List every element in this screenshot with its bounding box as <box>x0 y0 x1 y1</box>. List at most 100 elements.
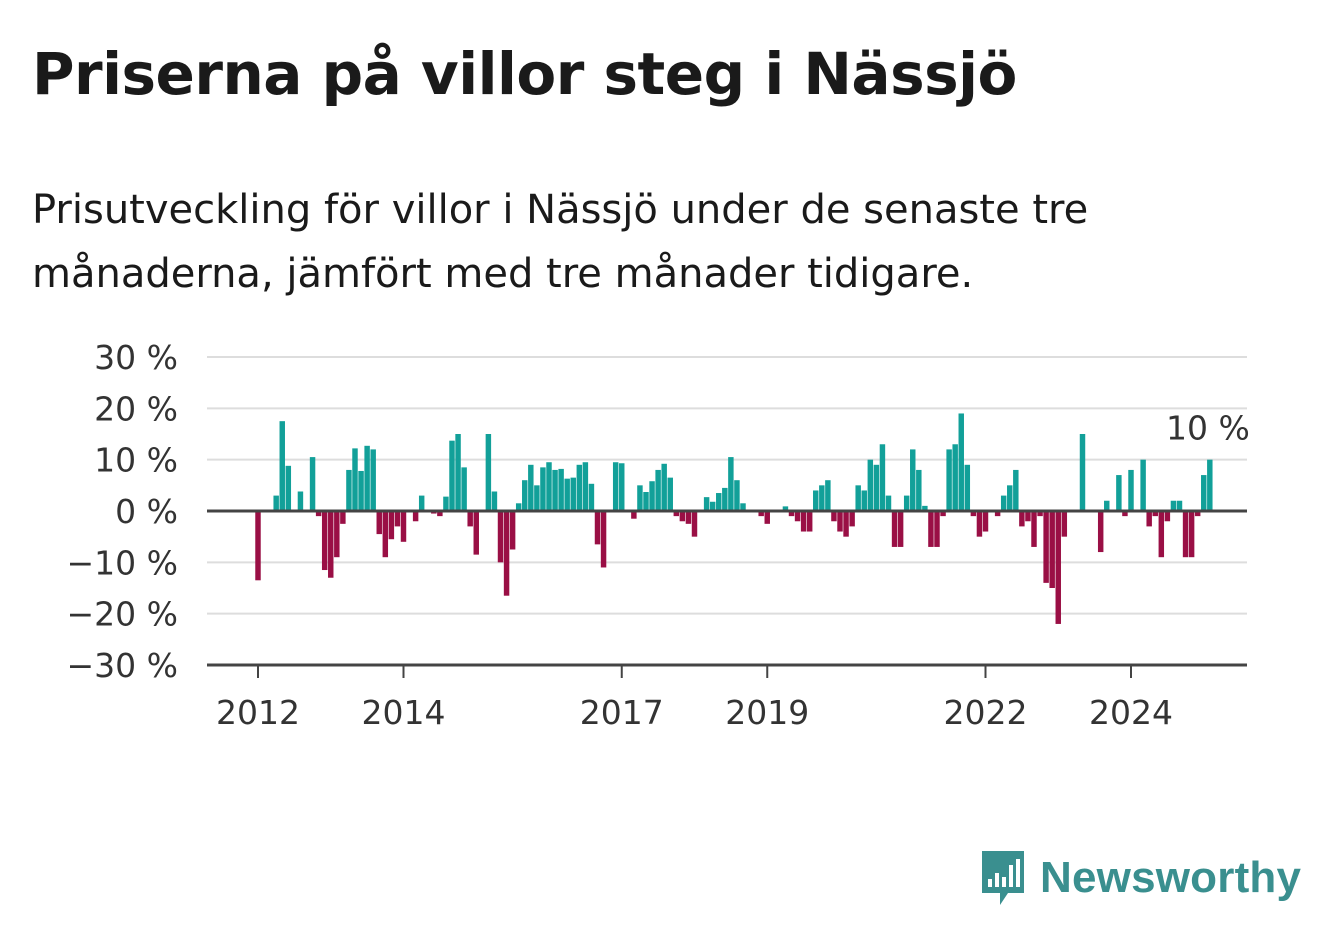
bar <box>928 511 934 547</box>
bar-series <box>255 413 1213 624</box>
bar <box>588 483 595 511</box>
bar <box>467 511 473 527</box>
bar <box>661 463 667 511</box>
bar <box>297 491 304 511</box>
axes <box>207 509 1247 678</box>
bar <box>455 434 461 511</box>
y-tick-label: 0 % <box>115 492 178 531</box>
bar <box>546 462 552 511</box>
bar <box>497 511 504 563</box>
bar <box>358 470 364 511</box>
bar <box>891 511 898 547</box>
bar <box>722 487 728 511</box>
bar <box>1049 511 1055 588</box>
x-tick-label: 2014 <box>362 693 446 730</box>
bar <box>1025 511 1031 522</box>
bar <box>837 511 843 532</box>
bar <box>552 469 558 511</box>
bar <box>255 511 261 581</box>
bar <box>285 465 292 511</box>
bar <box>491 491 498 511</box>
bar <box>564 478 570 511</box>
bar <box>1122 511 1128 517</box>
bar <box>340 511 346 524</box>
bar <box>691 511 698 537</box>
bar <box>437 511 443 517</box>
bar <box>394 511 401 527</box>
bar <box>734 480 740 511</box>
bar <box>1170 500 1177 511</box>
bar <box>1037 511 1043 517</box>
bar <box>273 495 279 511</box>
y-tick-label: −10 % <box>67 543 179 582</box>
bar <box>558 468 564 511</box>
bar <box>934 511 940 547</box>
bar <box>1146 511 1152 527</box>
bar <box>643 492 649 511</box>
chart-title: Priserna på villor steg i Nässjö <box>32 40 1017 108</box>
bar <box>976 511 983 537</box>
x-tick-label: 2012 <box>216 693 300 730</box>
bar <box>570 477 576 511</box>
y-tick-label: 10 % <box>94 441 178 480</box>
bar <box>279 421 285 511</box>
bar <box>515 503 522 511</box>
bar <box>867 459 874 511</box>
bar <box>1043 511 1049 583</box>
bar <box>461 467 467 511</box>
bar <box>528 464 534 511</box>
bar <box>364 445 370 511</box>
bar <box>418 495 425 511</box>
bar <box>315 511 322 517</box>
bar <box>885 495 892 511</box>
bar <box>540 467 546 511</box>
bar <box>346 469 352 511</box>
bar <box>813 490 819 511</box>
bar <box>831 511 837 522</box>
bar <box>667 477 673 511</box>
last-value-annotation: 10 % <box>1166 409 1250 448</box>
y-tick-label: 30 % <box>94 338 178 377</box>
x-tick-labels: 2012 2014 2017 2019 2022 2024 <box>216 693 1173 730</box>
bar <box>873 464 880 511</box>
bar <box>576 464 583 511</box>
bar <box>619 463 625 511</box>
bar <box>449 440 455 511</box>
bar <box>594 511 601 545</box>
bar <box>400 511 407 542</box>
bar <box>825 480 831 511</box>
bar <box>382 511 389 558</box>
x-tick-label: 2024 <box>1089 693 1173 730</box>
bar <box>1013 469 1019 511</box>
bar <box>788 511 795 517</box>
bar <box>982 511 989 532</box>
bar <box>1188 511 1195 558</box>
bar <box>946 449 952 511</box>
bar <box>1007 485 1013 511</box>
bar <box>1176 500 1183 511</box>
gridlines <box>207 356 1247 615</box>
bar <box>1055 511 1061 624</box>
bar <box>1019 511 1025 527</box>
bar <box>916 469 922 511</box>
bar <box>1158 511 1165 558</box>
newsworthy-logo-icon <box>982 851 1024 905</box>
bar <box>940 511 946 517</box>
bar <box>1116 475 1122 511</box>
bar <box>728 457 734 511</box>
bar <box>334 511 340 558</box>
brand-name: Newsworthy <box>1040 853 1302 902</box>
bar <box>534 485 540 511</box>
bar <box>1128 469 1134 511</box>
bar <box>600 511 607 568</box>
bar <box>879 444 886 511</box>
y-tick-label: −30 % <box>67 646 179 685</box>
bar <box>1079 434 1086 511</box>
bar <box>388 511 395 540</box>
bar <box>1194 511 1201 517</box>
bar <box>843 511 849 537</box>
bar <box>782 506 789 511</box>
bar <box>503 511 510 596</box>
bar <box>740 503 746 511</box>
bar <box>679 511 686 522</box>
